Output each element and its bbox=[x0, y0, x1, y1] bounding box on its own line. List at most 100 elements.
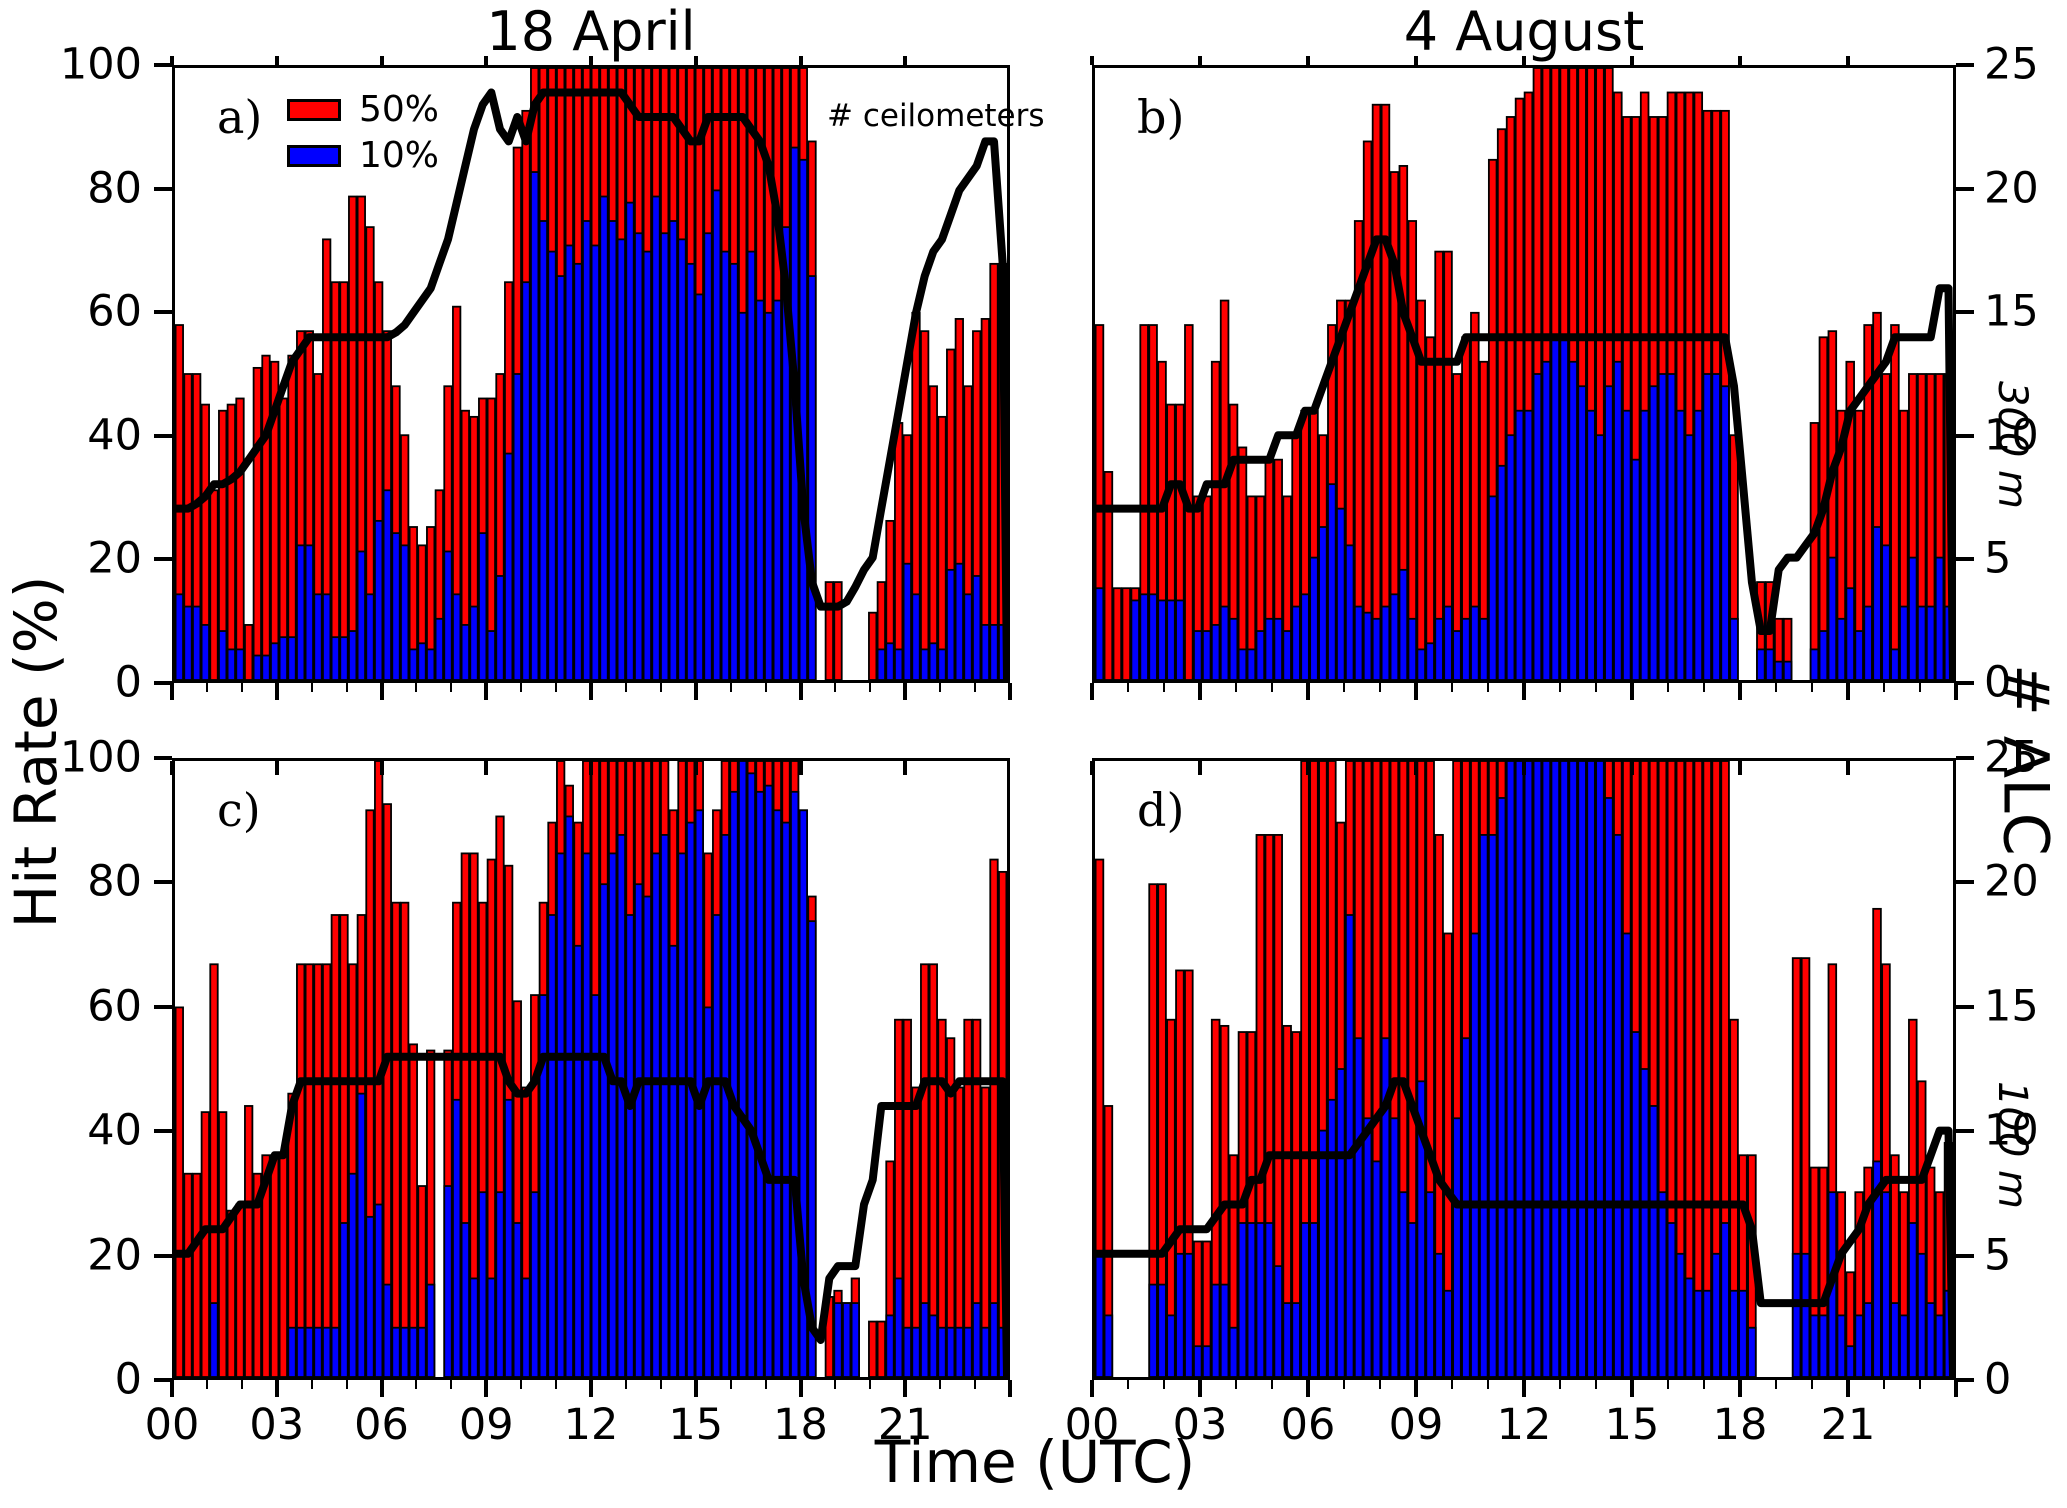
x-tick bbox=[1379, 1380, 1381, 1389]
y-tick-label-right: 15 bbox=[1984, 286, 2039, 337]
x-tick bbox=[1271, 1380, 1273, 1389]
x-tick bbox=[693, 1380, 698, 1397]
x-tick bbox=[170, 1380, 174, 1397]
x-tick bbox=[1630, 1380, 1634, 1397]
x-tick bbox=[379, 683, 384, 700]
x-tick-top bbox=[903, 56, 908, 65]
x-tick bbox=[974, 683, 977, 692]
x-tick bbox=[1522, 1380, 1526, 1397]
x-tick-inner bbox=[1630, 761, 1634, 775]
x-tick bbox=[1198, 683, 1202, 700]
x-tick bbox=[1595, 683, 1597, 692]
x-tick bbox=[869, 683, 872, 692]
x-tick bbox=[869, 1380, 872, 1389]
x-tick bbox=[834, 1380, 837, 1389]
x-tick-label: 18 bbox=[773, 1400, 828, 1450]
x-tick bbox=[1163, 1380, 1165, 1389]
x-tick bbox=[1703, 683, 1705, 692]
y-tick-left bbox=[154, 880, 172, 885]
x-tick-top bbox=[1090, 56, 1094, 65]
x-tick-top bbox=[1414, 56, 1418, 65]
y-tick-label-left: 60 bbox=[87, 981, 142, 1032]
x-tick bbox=[1559, 1380, 1561, 1389]
x-tick bbox=[1163, 683, 1165, 692]
chart-d bbox=[1095, 761, 1953, 1377]
x-tick bbox=[274, 1380, 279, 1397]
x-tick-inner bbox=[379, 761, 384, 775]
x-tick bbox=[379, 1380, 384, 1397]
x-tick bbox=[1235, 683, 1237, 692]
x-tick bbox=[1559, 683, 1561, 692]
x-tick bbox=[1414, 1380, 1418, 1397]
x-tick bbox=[1306, 1380, 1310, 1397]
y-tick-left bbox=[154, 756, 172, 760]
x-tick bbox=[1271, 683, 1273, 692]
x-tick bbox=[624, 1380, 627, 1389]
x-tick bbox=[240, 1380, 243, 1389]
x-tick-label: 12 bbox=[1496, 1400, 1552, 1450]
x-tick bbox=[1008, 1380, 1012, 1397]
x-tick-inner bbox=[1522, 761, 1526, 775]
legend-label-10: 10% bbox=[359, 135, 440, 176]
x-tick bbox=[974, 1380, 977, 1389]
x-tick bbox=[1919, 683, 1921, 692]
x-tick-inner bbox=[798, 761, 803, 775]
y-tick-right bbox=[1956, 63, 1974, 67]
y-tick-right bbox=[1956, 433, 1974, 438]
x-tick bbox=[798, 1380, 803, 1397]
x-tick-inner bbox=[1306, 761, 1310, 775]
x-tick bbox=[1775, 1380, 1777, 1389]
x-tick-label: 06 bbox=[1280, 1400, 1336, 1450]
x-tick bbox=[624, 683, 627, 692]
x-tick bbox=[1127, 683, 1129, 692]
y-tick-left bbox=[154, 557, 172, 562]
x-tick bbox=[903, 683, 908, 700]
x-tick-top bbox=[274, 56, 279, 65]
x-tick bbox=[1595, 1380, 1597, 1389]
y-tick-right bbox=[1956, 1253, 1974, 1258]
y-tick-left bbox=[154, 186, 172, 191]
y-tick-left bbox=[154, 1378, 172, 1382]
panel-a: a) 50% 10% # ceilometers bbox=[172, 65, 1045, 683]
x-tick bbox=[1198, 1380, 1202, 1397]
x-tick bbox=[1738, 1380, 1742, 1397]
x-tick-inner bbox=[1198, 761, 1202, 775]
y-tick-label-left: 0 bbox=[114, 657, 142, 708]
y-tick-left bbox=[154, 433, 172, 438]
x-tick bbox=[834, 683, 837, 692]
x-tick-label: 03 bbox=[249, 1400, 305, 1450]
panel-b: b) bbox=[1092, 65, 1956, 683]
y-tick-label-right: 10 bbox=[1984, 410, 2039, 461]
y-tick-right bbox=[1956, 1004, 1974, 1009]
title-left-column: 18 April bbox=[486, 0, 696, 63]
x-tick-top bbox=[1846, 56, 1850, 65]
x-tick-top bbox=[798, 56, 803, 65]
x-tick bbox=[903, 1380, 908, 1397]
x-tick-top bbox=[693, 56, 698, 65]
x-tick bbox=[939, 1380, 942, 1389]
panel-label-a: a) bbox=[217, 90, 263, 144]
x-tick-top bbox=[1522, 56, 1526, 65]
y-tick-left bbox=[154, 63, 172, 67]
x-tick bbox=[1522, 683, 1526, 700]
x-tick bbox=[1738, 683, 1742, 700]
x-tick bbox=[345, 1380, 348, 1389]
x-tick bbox=[484, 683, 489, 700]
y-tick-label-left: 40 bbox=[87, 1105, 142, 1156]
y-tick-right bbox=[1956, 310, 1974, 315]
x-tick bbox=[1667, 1380, 1669, 1389]
y-tick-label-right: 0 bbox=[1984, 657, 2012, 708]
x-tick-inner bbox=[484, 761, 489, 775]
x-tick bbox=[1487, 1380, 1489, 1389]
x-tick bbox=[729, 1380, 732, 1389]
y-tick-left bbox=[154, 310, 172, 315]
x-tick bbox=[1090, 683, 1094, 700]
x-tick-label: 06 bbox=[354, 1400, 409, 1450]
x-tick bbox=[310, 683, 313, 692]
x-tick bbox=[589, 1380, 593, 1397]
y-tick-label-right: 15 bbox=[1984, 981, 2039, 1032]
x-tick bbox=[939, 683, 942, 692]
y-tick-left bbox=[154, 1253, 172, 1258]
x-tick bbox=[345, 683, 348, 692]
x-tick-inner bbox=[170, 761, 174, 775]
